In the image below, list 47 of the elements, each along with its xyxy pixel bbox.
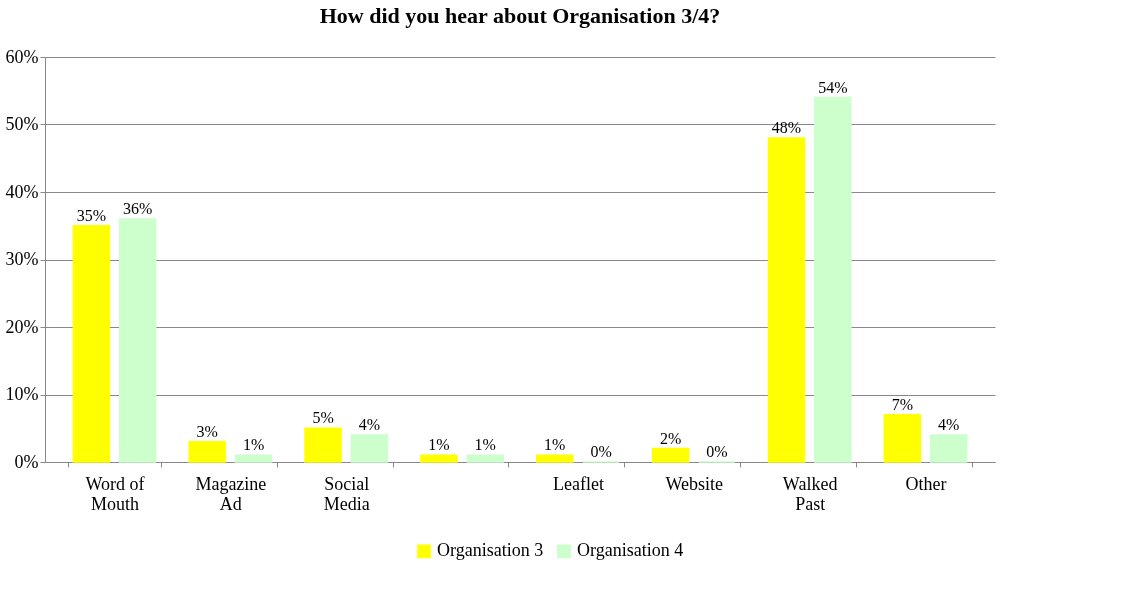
x-tick-label: Other <box>905 473 947 494</box>
bar <box>350 434 389 463</box>
bar <box>234 454 273 463</box>
x-tick-label: Walked Past <box>782 473 838 514</box>
x-tick-label: Leaflet <box>552 473 604 494</box>
y-tick-label: 10% <box>5 384 39 404</box>
bar <box>929 434 968 463</box>
bar <box>883 414 922 463</box>
y-tick-label: 60% <box>5 46 39 67</box>
legend-label: Organisation 4 <box>577 540 684 561</box>
y-tick-label: 0% <box>14 451 39 472</box>
x-tick-label: Website <box>665 473 724 494</box>
y-tick-label: 30% <box>5 249 39 269</box>
data-label: 54% <box>818 78 848 96</box>
data-label: 3% <box>196 422 218 440</box>
bar <box>72 225 111 463</box>
x-tick-label: Magazine Ad <box>195 473 267 514</box>
bar <box>118 218 157 463</box>
chart-title: How did you hear about Organisation 3/4? <box>319 3 721 28</box>
bar <box>466 454 504 463</box>
data-label: 2% <box>659 429 682 447</box>
data-label: 1% <box>242 436 265 454</box>
data-label: 4% <box>358 416 381 433</box>
bar <box>304 427 342 463</box>
data-label: 48% <box>771 119 802 136</box>
data-label: 7% <box>891 395 913 413</box>
data-label: 1% <box>544 436 566 454</box>
data-label: 1% <box>474 436 496 454</box>
data-label: 5% <box>312 409 334 427</box>
legend-label: Organisation 3 <box>437 540 544 561</box>
bar <box>651 447 690 463</box>
bar <box>188 441 226 463</box>
bar <box>814 96 852 463</box>
x-tick-label: Social Media <box>323 473 370 514</box>
y-tick-label: 40% <box>5 181 39 202</box>
data-label: 0% <box>590 443 612 460</box>
data-label: 1% <box>428 436 450 454</box>
y-tick-label: 50% <box>5 114 39 134</box>
bar <box>536 454 574 463</box>
y-tick-label: 20% <box>5 316 39 337</box>
data-label: 36% <box>123 200 153 217</box>
data-label: 35% <box>76 206 107 224</box>
x-tick-label: Word of Mouth <box>85 473 145 514</box>
bar <box>420 454 458 463</box>
bar <box>767 137 806 463</box>
data-label: 4% <box>937 416 960 433</box>
data-label: 0% <box>706 443 728 460</box>
